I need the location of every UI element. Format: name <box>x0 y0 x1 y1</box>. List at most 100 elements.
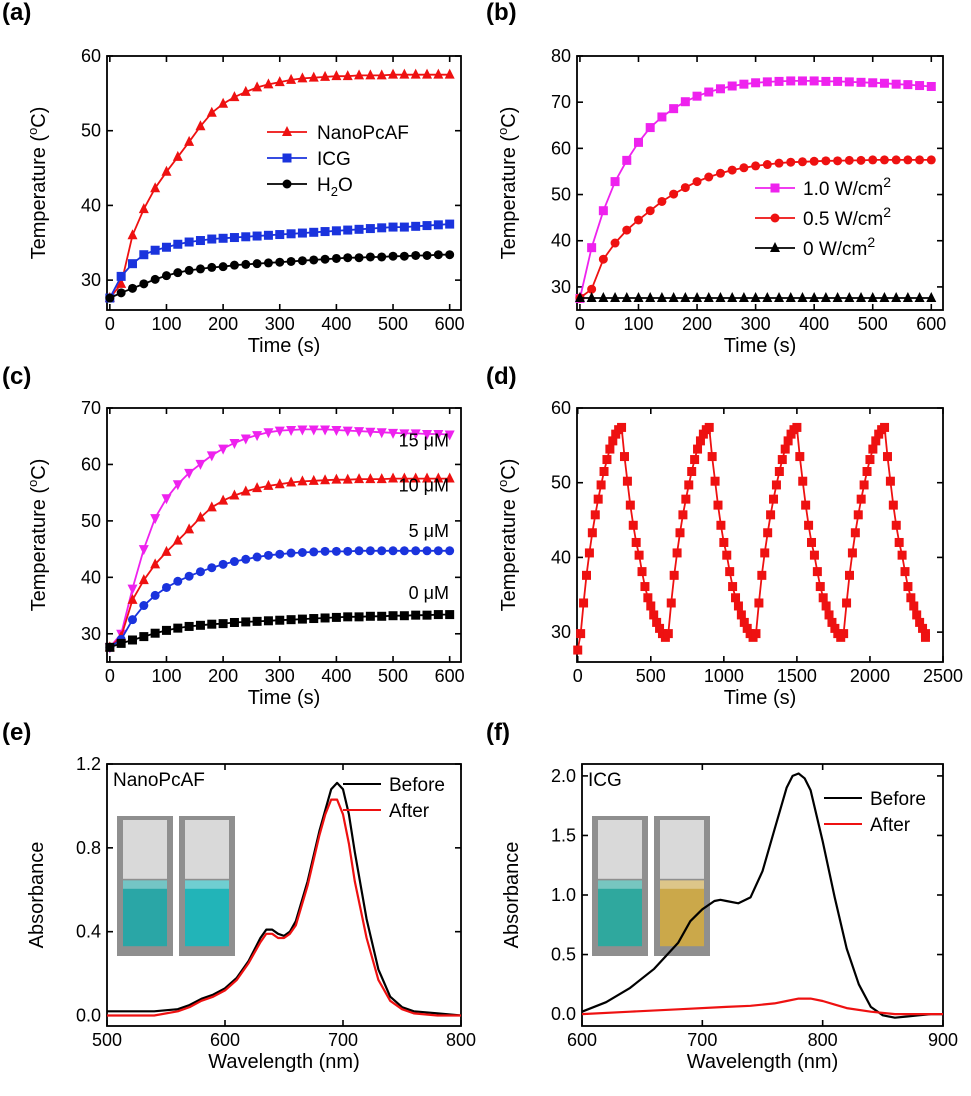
data-point <box>286 229 296 239</box>
data-point <box>445 546 455 556</box>
data-point <box>587 243 597 253</box>
data-point <box>576 629 586 639</box>
y-axis-label: Temperature (oC) <box>495 459 520 612</box>
legend-label: After <box>389 801 430 822</box>
data-point <box>692 177 702 187</box>
data-point <box>195 511 206 522</box>
data-point <box>821 156 831 166</box>
data-point <box>218 619 228 629</box>
data-point <box>926 155 936 165</box>
data-point <box>184 237 194 247</box>
data-point <box>275 549 285 559</box>
data-point <box>388 251 398 261</box>
data-point <box>680 97 690 107</box>
data-point <box>308 71 319 82</box>
series-annotation: 5 μM <box>409 521 449 541</box>
plot-frame <box>576 407 944 663</box>
y-tick-label: 0.4 <box>76 922 101 942</box>
data-point <box>912 610 922 620</box>
y-tick-label: 30 <box>551 622 571 642</box>
data-point <box>388 222 398 232</box>
data-point <box>704 87 714 97</box>
data-point <box>856 494 866 504</box>
y-tick-label: 2.0 <box>551 766 576 786</box>
data-point <box>739 79 749 89</box>
data-point <box>161 165 172 176</box>
data-point <box>633 215 643 225</box>
x-tick-label: 300 <box>741 314 771 334</box>
x-axis-label: Wavelength (nm) <box>687 1051 839 1073</box>
data-point <box>240 434 251 445</box>
data-point <box>127 615 137 625</box>
data-point <box>760 548 770 558</box>
data-point <box>410 68 421 79</box>
data-point <box>150 628 160 638</box>
x-tick-label: 600 <box>916 314 946 334</box>
data-point <box>684 480 694 490</box>
data-point <box>774 158 784 168</box>
data-point <box>867 291 878 302</box>
data-point <box>762 291 773 302</box>
x-tick-label: 200 <box>682 314 712 334</box>
data-point <box>127 283 137 293</box>
data-point <box>868 155 878 165</box>
data-point <box>780 444 790 454</box>
data-point <box>634 550 644 560</box>
data-point <box>139 250 149 260</box>
legend-marker <box>282 153 292 163</box>
data-point <box>241 232 251 242</box>
data-point <box>621 291 632 302</box>
data-point <box>622 476 632 486</box>
data-point <box>297 425 308 436</box>
data-point <box>342 70 353 81</box>
data-point <box>241 617 251 627</box>
data-point <box>320 227 330 237</box>
data-point <box>331 426 342 437</box>
data-point <box>710 476 720 486</box>
cuvette-meniscus <box>660 880 704 889</box>
data-point <box>365 252 375 262</box>
data-point <box>722 550 732 560</box>
legend-label: Before <box>389 775 445 796</box>
data-point <box>365 224 375 234</box>
series-annotation: 10 μM <box>399 475 449 495</box>
panel-label: (a) <box>2 0 31 26</box>
legend-marker <box>770 213 780 223</box>
cuvette-photo <box>179 816 235 956</box>
data-point <box>862 467 872 476</box>
x-tick-label: 100 <box>151 314 181 334</box>
x-tick-label: 0 <box>575 314 585 334</box>
data-point <box>727 291 738 302</box>
data-point <box>687 467 697 476</box>
cuvette-glass <box>185 820 229 879</box>
data-point <box>195 620 205 630</box>
data-point <box>297 614 307 624</box>
data-point <box>354 546 364 556</box>
data-point <box>150 274 160 284</box>
legend-label: 0 W/cm2 <box>803 234 875 260</box>
x-tick-label: 600 <box>567 1030 597 1050</box>
data-point <box>656 291 667 302</box>
data-point <box>879 78 889 88</box>
data-point <box>399 546 409 556</box>
data-point <box>218 559 228 569</box>
y-tick-label: 60 <box>81 454 101 474</box>
data-point <box>809 291 820 302</box>
data-point <box>833 76 843 86</box>
x-tick-label: 500 <box>92 1030 122 1050</box>
data-point <box>797 76 807 86</box>
data-point <box>809 156 819 166</box>
data-point <box>902 291 913 302</box>
data-point <box>751 78 761 88</box>
data-point <box>742 623 752 633</box>
data-point <box>643 593 653 603</box>
data-point <box>771 480 781 490</box>
data-point <box>229 617 239 627</box>
data-point <box>150 182 161 193</box>
data-point <box>105 642 115 652</box>
data-point <box>218 444 229 455</box>
panel-label: (c) <box>2 363 31 390</box>
data-point <box>127 593 138 604</box>
data-point <box>891 79 901 89</box>
data-point <box>820 291 831 302</box>
